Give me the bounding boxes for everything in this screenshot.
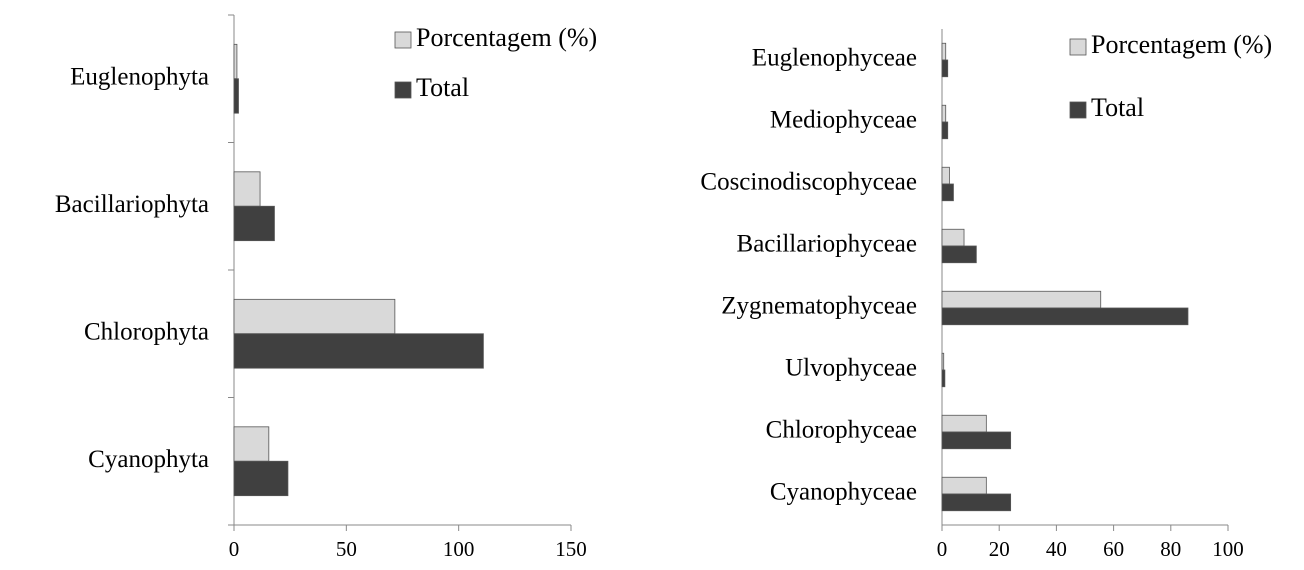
bar — [941, 476, 987, 495]
bar — [233, 171, 261, 207]
category-label: Coscinodiscophyceae — [700, 169, 917, 196]
bar — [233, 298, 396, 335]
bar — [233, 426, 270, 462]
bar — [941, 59, 949, 78]
x-tick-label: 80 — [1160, 537, 1181, 561]
x-tick-label: 0 — [937, 537, 948, 561]
category-label: Cyanophyceae — [770, 479, 917, 506]
x-tick-label: 100 — [1212, 537, 1244, 561]
bar — [233, 333, 484, 369]
bar — [941, 307, 1189, 326]
bar — [941, 121, 949, 140]
category-label: Zygnematophyceae — [721, 293, 917, 320]
bar — [941, 431, 1012, 450]
bar — [941, 183, 954, 202]
bar — [941, 369, 946, 388]
bar — [941, 493, 1012, 512]
x-tick-label: 0 — [229, 537, 240, 561]
x-tick-label: 100 — [443, 537, 475, 561]
bar — [233, 78, 239, 114]
category-label: Bacillariophyceae — [737, 231, 917, 258]
legend-swatch — [394, 31, 412, 49]
bar — [941, 228, 965, 247]
legend-swatch — [1069, 101, 1087, 119]
category-label: Chlorophyta — [84, 318, 209, 345]
category-label: Chlorophyceae — [766, 417, 917, 444]
category-label: Bacillariophyta — [55, 191, 209, 218]
category-label: Euglenophyta — [70, 63, 209, 90]
bar — [941, 104, 947, 123]
bar — [941, 245, 977, 264]
bar — [941, 42, 947, 61]
x-tick-label: 60 — [1103, 537, 1124, 561]
category-label: Ulvophyceae — [785, 355, 917, 382]
bar — [233, 460, 289, 497]
bar — [233, 43, 238, 80]
category-label: Cyanophyta — [88, 446, 209, 473]
legend-label: Porcentagem (%) — [1091, 30, 1272, 59]
legend-label: Total — [416, 73, 469, 102]
x-tick-label: 50 — [336, 537, 357, 561]
x-tick-label: 20 — [989, 537, 1010, 561]
bar — [233, 205, 275, 242]
category-label: Mediophyceae — [770, 107, 917, 134]
legend-label: Porcentagem (%) — [416, 23, 597, 52]
legend-swatch — [394, 81, 412, 99]
bar — [941, 290, 1102, 309]
legend-swatch — [1069, 38, 1087, 56]
x-tick-label: 150 — [555, 537, 587, 561]
bar — [941, 166, 950, 185]
x-tick-label: 40 — [1046, 537, 1067, 561]
bar — [941, 352, 945, 371]
category-label: Euglenophyceae — [752, 45, 917, 72]
bar — [941, 414, 987, 433]
legend-label: Total — [1091, 93, 1144, 122]
